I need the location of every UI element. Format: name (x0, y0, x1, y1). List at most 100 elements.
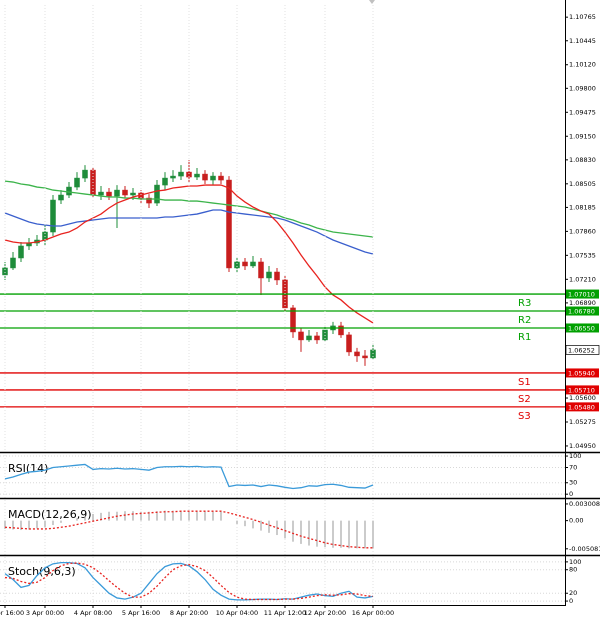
y-tick-label: 0 (569, 597, 573, 605)
level-price-box (566, 385, 599, 395)
candle-body (338, 325, 344, 336)
indicator-title: RSI(14) (8, 462, 48, 475)
candle-body (218, 175, 224, 181)
y-tick-label: 1.09800 (569, 84, 596, 92)
level-price-label: 1.06780 (568, 308, 595, 316)
x-tick-label: 5 Apr 16:00 (122, 609, 160, 617)
level-price-box (566, 289, 599, 299)
candle-body (242, 261, 248, 267)
x-tick-label: 8 Apr 20:00 (170, 609, 208, 617)
candle-body (130, 192, 136, 196)
candle-body (186, 171, 192, 178)
candle-body (82, 169, 88, 179)
x-tick-label: 10 Apr 04:00 (216, 609, 258, 617)
candle-body (50, 199, 56, 233)
y-tick-label: 30 (569, 479, 577, 487)
y-tick-label: 1.07535 (569, 251, 596, 259)
y-tick-label: 1.09150 (569, 132, 596, 140)
candle-body (274, 271, 280, 281)
candle-body (194, 173, 200, 178)
y-tick-label: 1.07210 (569, 275, 596, 283)
candle-body (106, 191, 112, 197)
y-tick-label: 1.10765 (569, 13, 596, 21)
level-name: R2 (518, 315, 531, 326)
line-series (4, 562, 374, 601)
candle-body (362, 355, 368, 359)
level-name: S1 (518, 377, 531, 388)
candle-body (202, 173, 208, 181)
level-name: R1 (518, 332, 531, 343)
y-tick-label: -0.005081 (569, 545, 600, 553)
candle-body (250, 261, 256, 267)
y-tick-label: 1.09475 (569, 108, 596, 116)
candle-body (74, 177, 80, 188)
x-tick-label: 16 Apr 00:00 (352, 609, 394, 617)
y-tick-label: 1.04950 (569, 442, 596, 450)
candle-body (258, 261, 264, 279)
level-price-label: 1.06550 (568, 324, 595, 332)
level-price-label: 1.05710 (568, 386, 595, 394)
level-price-label: 1.05940 (568, 369, 595, 377)
candle-body (2, 267, 8, 276)
level-name: S3 (518, 411, 531, 422)
shift-marker (369, 0, 375, 4)
candle-body (298, 331, 304, 341)
y-tick-label: 80 (569, 566, 577, 574)
candle-body (346, 334, 352, 353)
x-tick-label: 12 Apr 20:00 (304, 609, 346, 617)
line-series (4, 463, 374, 490)
line-series (4, 180, 374, 238)
candle-body (66, 186, 72, 196)
candle-body (162, 177, 168, 186)
y-tick-label: 1.08505 (569, 180, 596, 188)
y-tick-label: 1.08185 (569, 203, 596, 211)
candle-body (98, 191, 104, 196)
line-series (4, 184, 374, 324)
level-price-label: 1.07010 (568, 291, 595, 299)
candle-body (58, 194, 64, 201)
candle-body (314, 335, 320, 341)
last-price-label: 1.06252 (568, 346, 595, 354)
y-tick-label: 0 (569, 490, 573, 498)
level-price-box (566, 402, 599, 412)
line-series (4, 562, 374, 601)
candle-body (114, 189, 120, 197)
level-price-box (566, 323, 599, 333)
candle-body (306, 335, 312, 341)
indicator-title: MACD(12,26,9) (8, 508, 92, 521)
y-tick-label: 0.00 (569, 517, 583, 525)
candle-body (210, 175, 216, 181)
candle-body (122, 189, 128, 196)
candle-body (290, 307, 296, 333)
x-tick-label: 3 Apr 00:00 (26, 609, 64, 617)
level-name: R3 (518, 298, 531, 309)
y-tick-label: 1.10120 (569, 61, 596, 69)
y-tick-label: 1.10445 (569, 37, 596, 45)
x-tick-label: 2 Apr 16:00 (0, 609, 24, 617)
y-tick-label: 70 (569, 463, 577, 471)
y-tick-label: 1.05275 (569, 418, 596, 426)
y-tick-label: 20 (569, 589, 577, 597)
candle-body (170, 175, 176, 179)
y-tick-label: 100 (569, 452, 581, 460)
x-tick-label: 11 Apr 12:00 (264, 609, 306, 617)
y-tick-label: 0.003008 (569, 500, 600, 508)
candle-body (10, 257, 16, 269)
candle-body (178, 171, 184, 177)
y-tick-label: 1.05600 (569, 394, 596, 402)
candle-body (354, 351, 360, 357)
candle-body (226, 179, 232, 269)
level-price-label: 1.05480 (568, 403, 595, 411)
y-tick-label: 1.06890 (569, 299, 596, 307)
candle-body (146, 197, 152, 204)
y-tick-label: 1.07860 (569, 227, 596, 235)
candle-body (234, 261, 240, 269)
y-tick-label: 100 (569, 558, 581, 566)
y-tick-label: 1.08830 (569, 156, 596, 164)
candle-body (18, 245, 24, 259)
candle-body (154, 184, 160, 204)
line-series (4, 510, 373, 549)
candle-body (266, 271, 272, 279)
level-price-box (566, 306, 599, 316)
